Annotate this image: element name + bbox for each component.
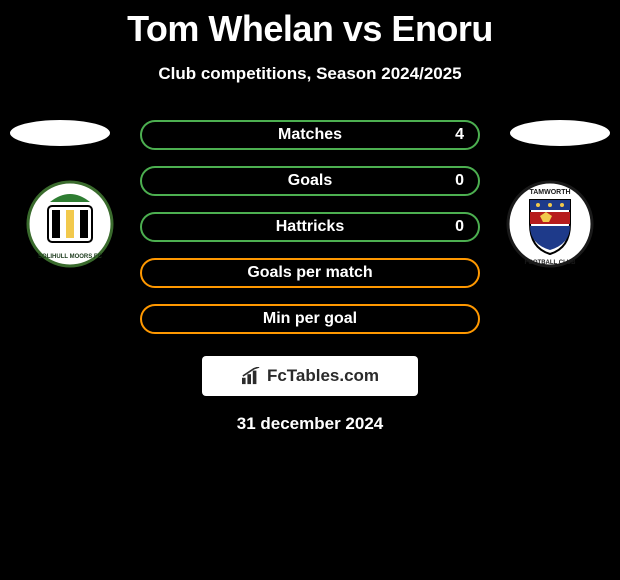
stat-label: Min per goal (263, 310, 357, 328)
page-title: Tom Whelan vs Enoru (0, 0, 620, 50)
stat-label: Goals per match (247, 264, 372, 282)
brand-box[interactable]: FcTables.com (202, 356, 418, 396)
fctables-logo-icon (241, 367, 261, 385)
stat-row: Min per goal (140, 304, 480, 334)
player-right-ellipse (510, 120, 610, 146)
stat-value-right: 0 (455, 218, 464, 236)
stat-row: Goals 0 (140, 166, 480, 196)
stat-value-right: 0 (455, 172, 464, 190)
player-left-ellipse (10, 120, 110, 146)
stat-label: Hattricks (276, 218, 344, 236)
stat-label: Goals (288, 172, 332, 190)
tamworth-badge: TAMWORTH FOOTBALL CLUB (500, 180, 600, 268)
svg-text:FOOTBALL CLUB: FOOTBALL CLUB (525, 260, 577, 266)
stat-label: Matches (278, 126, 342, 144)
stat-rows: Matches 4 Goals 0 Hattricks 0 Goals per match M… (140, 120, 480, 334)
svg-text:SOLIHULL MOORS FC: SOLIHULL MOORS FC (38, 254, 103, 260)
comparison-content: SOLIHULL MOORS FC TAMWORTH FOOTBALL CLUB… (0, 120, 620, 434)
solihull-moors-badge: SOLIHULL MOORS FC (20, 180, 120, 268)
stat-row: Goals per match (140, 258, 480, 288)
svg-text:TAMWORTH: TAMWORTH (529, 189, 570, 196)
subtitle: Club competitions, Season 2024/2025 (0, 64, 620, 84)
date-line: 31 december 2024 (0, 414, 620, 434)
stat-row: Hattricks 0 (140, 212, 480, 242)
stat-value-right: 4 (455, 126, 464, 144)
stat-row: Matches 4 (140, 120, 480, 150)
brand-text: FcTables.com (267, 366, 379, 386)
